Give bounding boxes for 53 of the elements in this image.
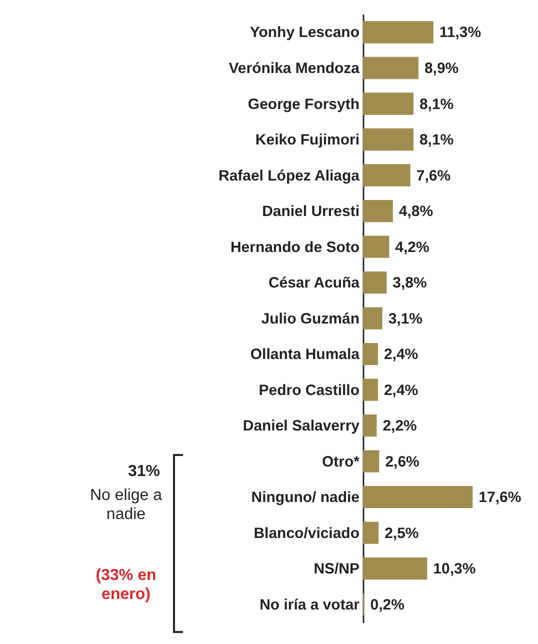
- data-label: 17,6%: [478, 489, 522, 506]
- bar: [363, 450, 380, 472]
- y-tick-label: Hernando de Soto: [230, 238, 360, 256]
- y-tick-label: Yonhy Lescano: [250, 24, 360, 42]
- y-tick-label: Daniel Urresti: [262, 203, 360, 220]
- y-tick-label: George Forsyth: [248, 96, 360, 113]
- data-label: 3,8%: [392, 274, 427, 292]
- y-tick-label: Otro*: [322, 453, 360, 470]
- text: No elige a nadie: [88, 486, 164, 524]
- y-tick-label: No iría a votar: [260, 596, 360, 614]
- y-tick-label: Ollanta Humala: [250, 346, 360, 364]
- data-label: 0,2%: [370, 596, 404, 614]
- data-label: 4,2%: [395, 238, 430, 256]
- text: 31%: [126, 462, 160, 481]
- y-tick-label: César Acuña: [268, 274, 360, 292]
- y-tick-label: Keiko Fujimori: [255, 132, 360, 149]
- y-tick-label: Verónika Mendoza: [228, 60, 360, 77]
- data-label: 2,4%: [384, 346, 418, 364]
- bar: [363, 21, 434, 44]
- data-label: 8,1%: [419, 132, 454, 149]
- data-label: 8,9%: [424, 60, 459, 77]
- bar: [363, 486, 473, 508]
- data-label: 11,3%: [439, 24, 482, 42]
- data-label: 4,8%: [398, 203, 434, 220]
- y-tick-label: Ninguno/ nadie: [251, 489, 360, 506]
- y-tick-label: Rafael López Aliaga: [218, 167, 360, 184]
- bar: [363, 307, 382, 330]
- y-tick-label: Daniel Salaverry: [242, 418, 360, 435]
- data-label: 10,3%: [433, 560, 476, 578]
- text: (33% en enero): [94, 566, 158, 604]
- bar: [363, 200, 393, 222]
- bar: [363, 271, 387, 294]
- bar: [363, 128, 414, 151]
- data-label: 2,6%: [385, 453, 420, 470]
- bar: [363, 164, 410, 186]
- bar: [363, 236, 390, 258]
- data-label: 2,5%: [384, 524, 419, 542]
- y-tick-label: Pedro Castillo: [258, 382, 360, 399]
- data-label: 8,1%: [419, 96, 454, 113]
- data-label: 2,2%: [382, 418, 417, 435]
- data-label: 7,6%: [416, 167, 451, 184]
- bar: [363, 92, 414, 115]
- bar: [363, 56, 418, 80]
- bar: [363, 378, 378, 401]
- bar: [363, 522, 379, 544]
- data-label: 3,1%: [388, 310, 422, 328]
- y-tick-label: Blanco/viciado: [254, 524, 360, 542]
- y-tick-label: NS/NP: [314, 560, 360, 578]
- bar: [363, 414, 377, 437]
- y-tick-label: Julio Guzmán: [261, 310, 360, 328]
- bar: [363, 558, 428, 580]
- data-label: 2,4%: [384, 382, 418, 399]
- bar: [363, 342, 378, 366]
